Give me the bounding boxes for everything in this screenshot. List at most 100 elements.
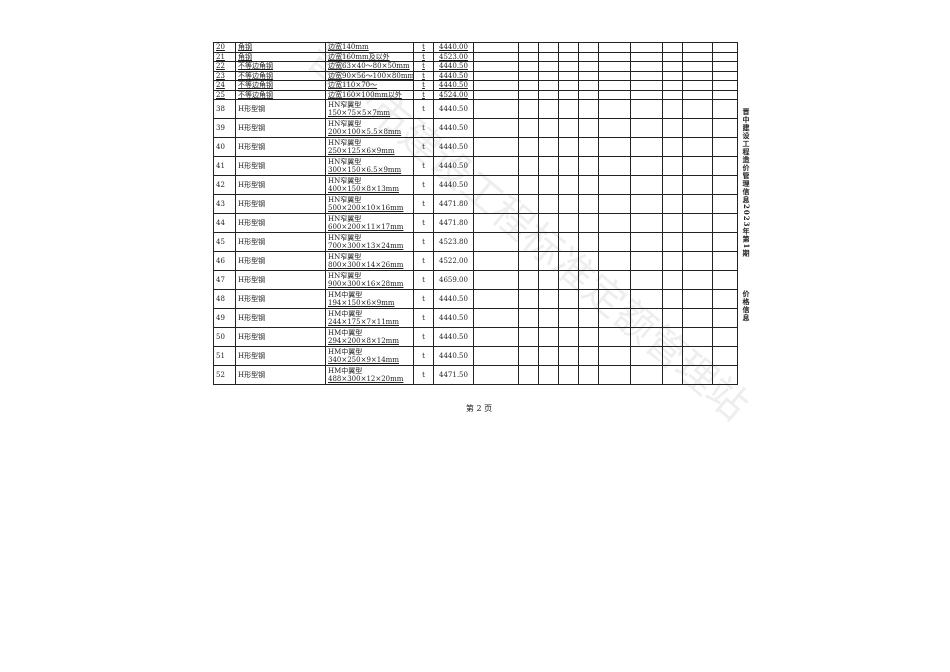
empty-cell (473, 251, 519, 271)
empty-cell (558, 270, 579, 290)
empty-cell (662, 137, 683, 157)
material-name: H形型钢 (235, 308, 326, 328)
spec-type: HM中翼型 (328, 348, 363, 356)
empty-cell (598, 156, 631, 176)
empty-cell (538, 270, 559, 290)
empty-cell (630, 51, 663, 62)
empty-cell (712, 118, 738, 138)
spec-type: HN窄翼型 (328, 196, 362, 204)
unit: t (413, 51, 434, 62)
empty-cell (518, 99, 539, 119)
empty-cell (518, 346, 539, 366)
empty-cell (598, 251, 631, 271)
empty-cell (598, 61, 631, 72)
empty-cell (558, 42, 579, 53)
empty-cell (630, 80, 663, 91)
empty-cell (630, 327, 663, 347)
empty-cell (578, 175, 599, 195)
table-row: 41 H形型钢 HN窄翼型 300×150×6.5×9mm t 4440.50 (213, 156, 738, 176)
price: 4440.50 (433, 61, 474, 72)
spec-type: HM中翼型 (328, 329, 363, 337)
table-row: 20 角钢 边宽140mm t 4440.00 (213, 42, 738, 53)
table-row: 42 H形型钢 HN窄翼型 400×150×8×13mm t 4440.50 (213, 175, 738, 195)
empty-cell (682, 175, 713, 195)
page-number: 第 2 页 (465, 404, 493, 413)
row-number: 51 (213, 346, 236, 366)
row-number: 42 (213, 175, 236, 195)
empty-cell (662, 365, 683, 385)
spec-size: 200×100×5.5×8mm (328, 128, 402, 136)
row-number: 52 (213, 365, 236, 385)
empty-cell (473, 137, 519, 157)
material-name: H形型钢 (235, 137, 326, 157)
empty-cell (662, 70, 683, 81)
spec-size: 700×300×13×24mm (328, 242, 404, 250)
material-spec: HN窄翼型 150×75×5×7mm (325, 99, 414, 119)
empty-cell (712, 270, 738, 290)
empty-cell (662, 61, 683, 72)
empty-cell (662, 51, 683, 62)
empty-cell (598, 80, 631, 91)
material-spec: HM中翼型 340×250×9×14mm (325, 346, 414, 366)
side-section-label: 价格信息 (742, 290, 751, 322)
unit: t (413, 270, 434, 290)
empty-cell (558, 251, 579, 271)
empty-cell (598, 213, 631, 233)
empty-cell (473, 51, 519, 62)
material-spec: 边宽140mm (325, 42, 414, 53)
empty-cell (578, 61, 599, 72)
empty-cell (473, 175, 519, 195)
table-row: 45 H形型钢 HN窄翼型 700×300×13×24mm t 4523.80 (213, 232, 738, 252)
material-spec: HM中翼型 244×175×7×11mm (325, 308, 414, 328)
empty-cell (518, 308, 539, 328)
material-name: H形型钢 (235, 327, 326, 347)
material-name: 不等边角钢 (235, 70, 326, 81)
material-name: H形型钢 (235, 232, 326, 252)
price: 4471.80 (433, 194, 474, 214)
empty-cell (578, 308, 599, 328)
empty-cell (538, 175, 559, 195)
empty-cell (578, 156, 599, 176)
empty-cell (473, 270, 519, 290)
material-name: H形型钢 (235, 175, 326, 195)
unit: t (413, 175, 434, 195)
empty-cell (578, 51, 599, 62)
price: 4440.50 (433, 70, 474, 81)
unit: t (413, 289, 434, 309)
spec-size: 900×300×16×28mm (328, 280, 404, 288)
table-row: 46 H形型钢 HN窄翼型 800×300×14×26mm t 4522.00 (213, 251, 738, 271)
material-spec: HN窄翼型 200×100×5.5×8mm (325, 118, 414, 138)
empty-cell (558, 194, 579, 214)
table-row: 38 H形型钢 HN窄翼型 150×75×5×7mm t 4440.50 (213, 99, 738, 119)
material-name: H形型钢 (235, 99, 326, 119)
empty-cell (598, 70, 631, 81)
material-name: H形型钢 (235, 118, 326, 138)
empty-cell (598, 365, 631, 385)
material-spec: 边宽160×100mm以外 (325, 89, 414, 100)
empty-cell (473, 99, 519, 119)
empty-cell (630, 137, 663, 157)
empty-cell (630, 308, 663, 328)
empty-cell (473, 289, 519, 309)
spec-size: 600×200×11×17mm (328, 223, 404, 231)
price: 4659.00 (433, 270, 474, 290)
empty-cell (518, 194, 539, 214)
empty-cell (712, 80, 738, 91)
material-name: 角钢 (235, 51, 326, 62)
spec-size: 488×300×12×20mm (328, 375, 404, 383)
row-number: 38 (213, 99, 236, 119)
empty-cell (682, 213, 713, 233)
empty-cell (682, 99, 713, 119)
empty-cell (578, 194, 599, 214)
empty-cell (538, 194, 559, 214)
row-number: 40 (213, 137, 236, 157)
spec-type: HN窄翼型 (328, 253, 362, 261)
spec-size: 150×75×5×7mm (328, 109, 391, 117)
price: 4471.50 (433, 365, 474, 385)
empty-cell (558, 137, 579, 157)
empty-cell (518, 137, 539, 157)
unit: t (413, 99, 434, 119)
empty-cell (558, 308, 579, 328)
row-number: 23 (213, 70, 236, 81)
empty-cell (598, 89, 631, 100)
